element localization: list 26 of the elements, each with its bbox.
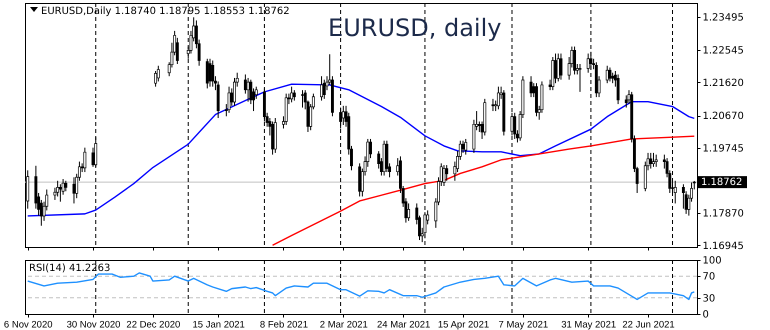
y-tick-label: 1.23495 xyxy=(702,12,744,24)
y-tick-label: 30 xyxy=(702,293,716,304)
x-tick-label: 2 Mar 2021 xyxy=(320,320,368,330)
x-tick-label: 15 Apr 2021 xyxy=(438,320,490,330)
x-tick-label: 6 Nov 2020 xyxy=(4,320,53,330)
y-tick-label: 0 xyxy=(702,310,709,320)
y-tick-label: 1.17870 xyxy=(702,208,744,220)
y-tick-label: 1.19745 xyxy=(702,143,744,154)
x-tick-label: 30 Nov 2020 xyxy=(66,320,120,330)
x-tick-label: 22 Dec 2020 xyxy=(126,320,180,330)
x-tick-label: 31 May 2021 xyxy=(561,320,616,330)
y-tick-label: 1.22545 xyxy=(702,46,744,57)
x-tick-label: 22 Jun 2021 xyxy=(622,320,675,330)
y-tick-label: 1.16945 xyxy=(702,240,744,252)
x-tick-label: 8 Feb 2021 xyxy=(260,320,308,330)
ref-line-label: 1.18762 xyxy=(701,177,742,188)
text: EURUSD, daily xyxy=(328,14,502,42)
x-tick-label: 7 May 2021 xyxy=(498,320,548,330)
x-tick-label: 24 Mar 2021 xyxy=(377,320,430,330)
chart-subtitle: EURUSD,Daily 1.18740 1.18795 1.18553 1.18762 xyxy=(41,6,290,17)
chart-title: RSI(14) 41.2263 xyxy=(29,263,110,274)
y-tick-label: 1.20670 xyxy=(702,111,744,122)
y-tick-label: 100 xyxy=(702,256,722,266)
y-tick-label: 1.21620 xyxy=(702,78,744,89)
y-tick-label: 70 xyxy=(702,272,716,283)
x-tick-label: 15 Jan 2021 xyxy=(192,320,245,330)
